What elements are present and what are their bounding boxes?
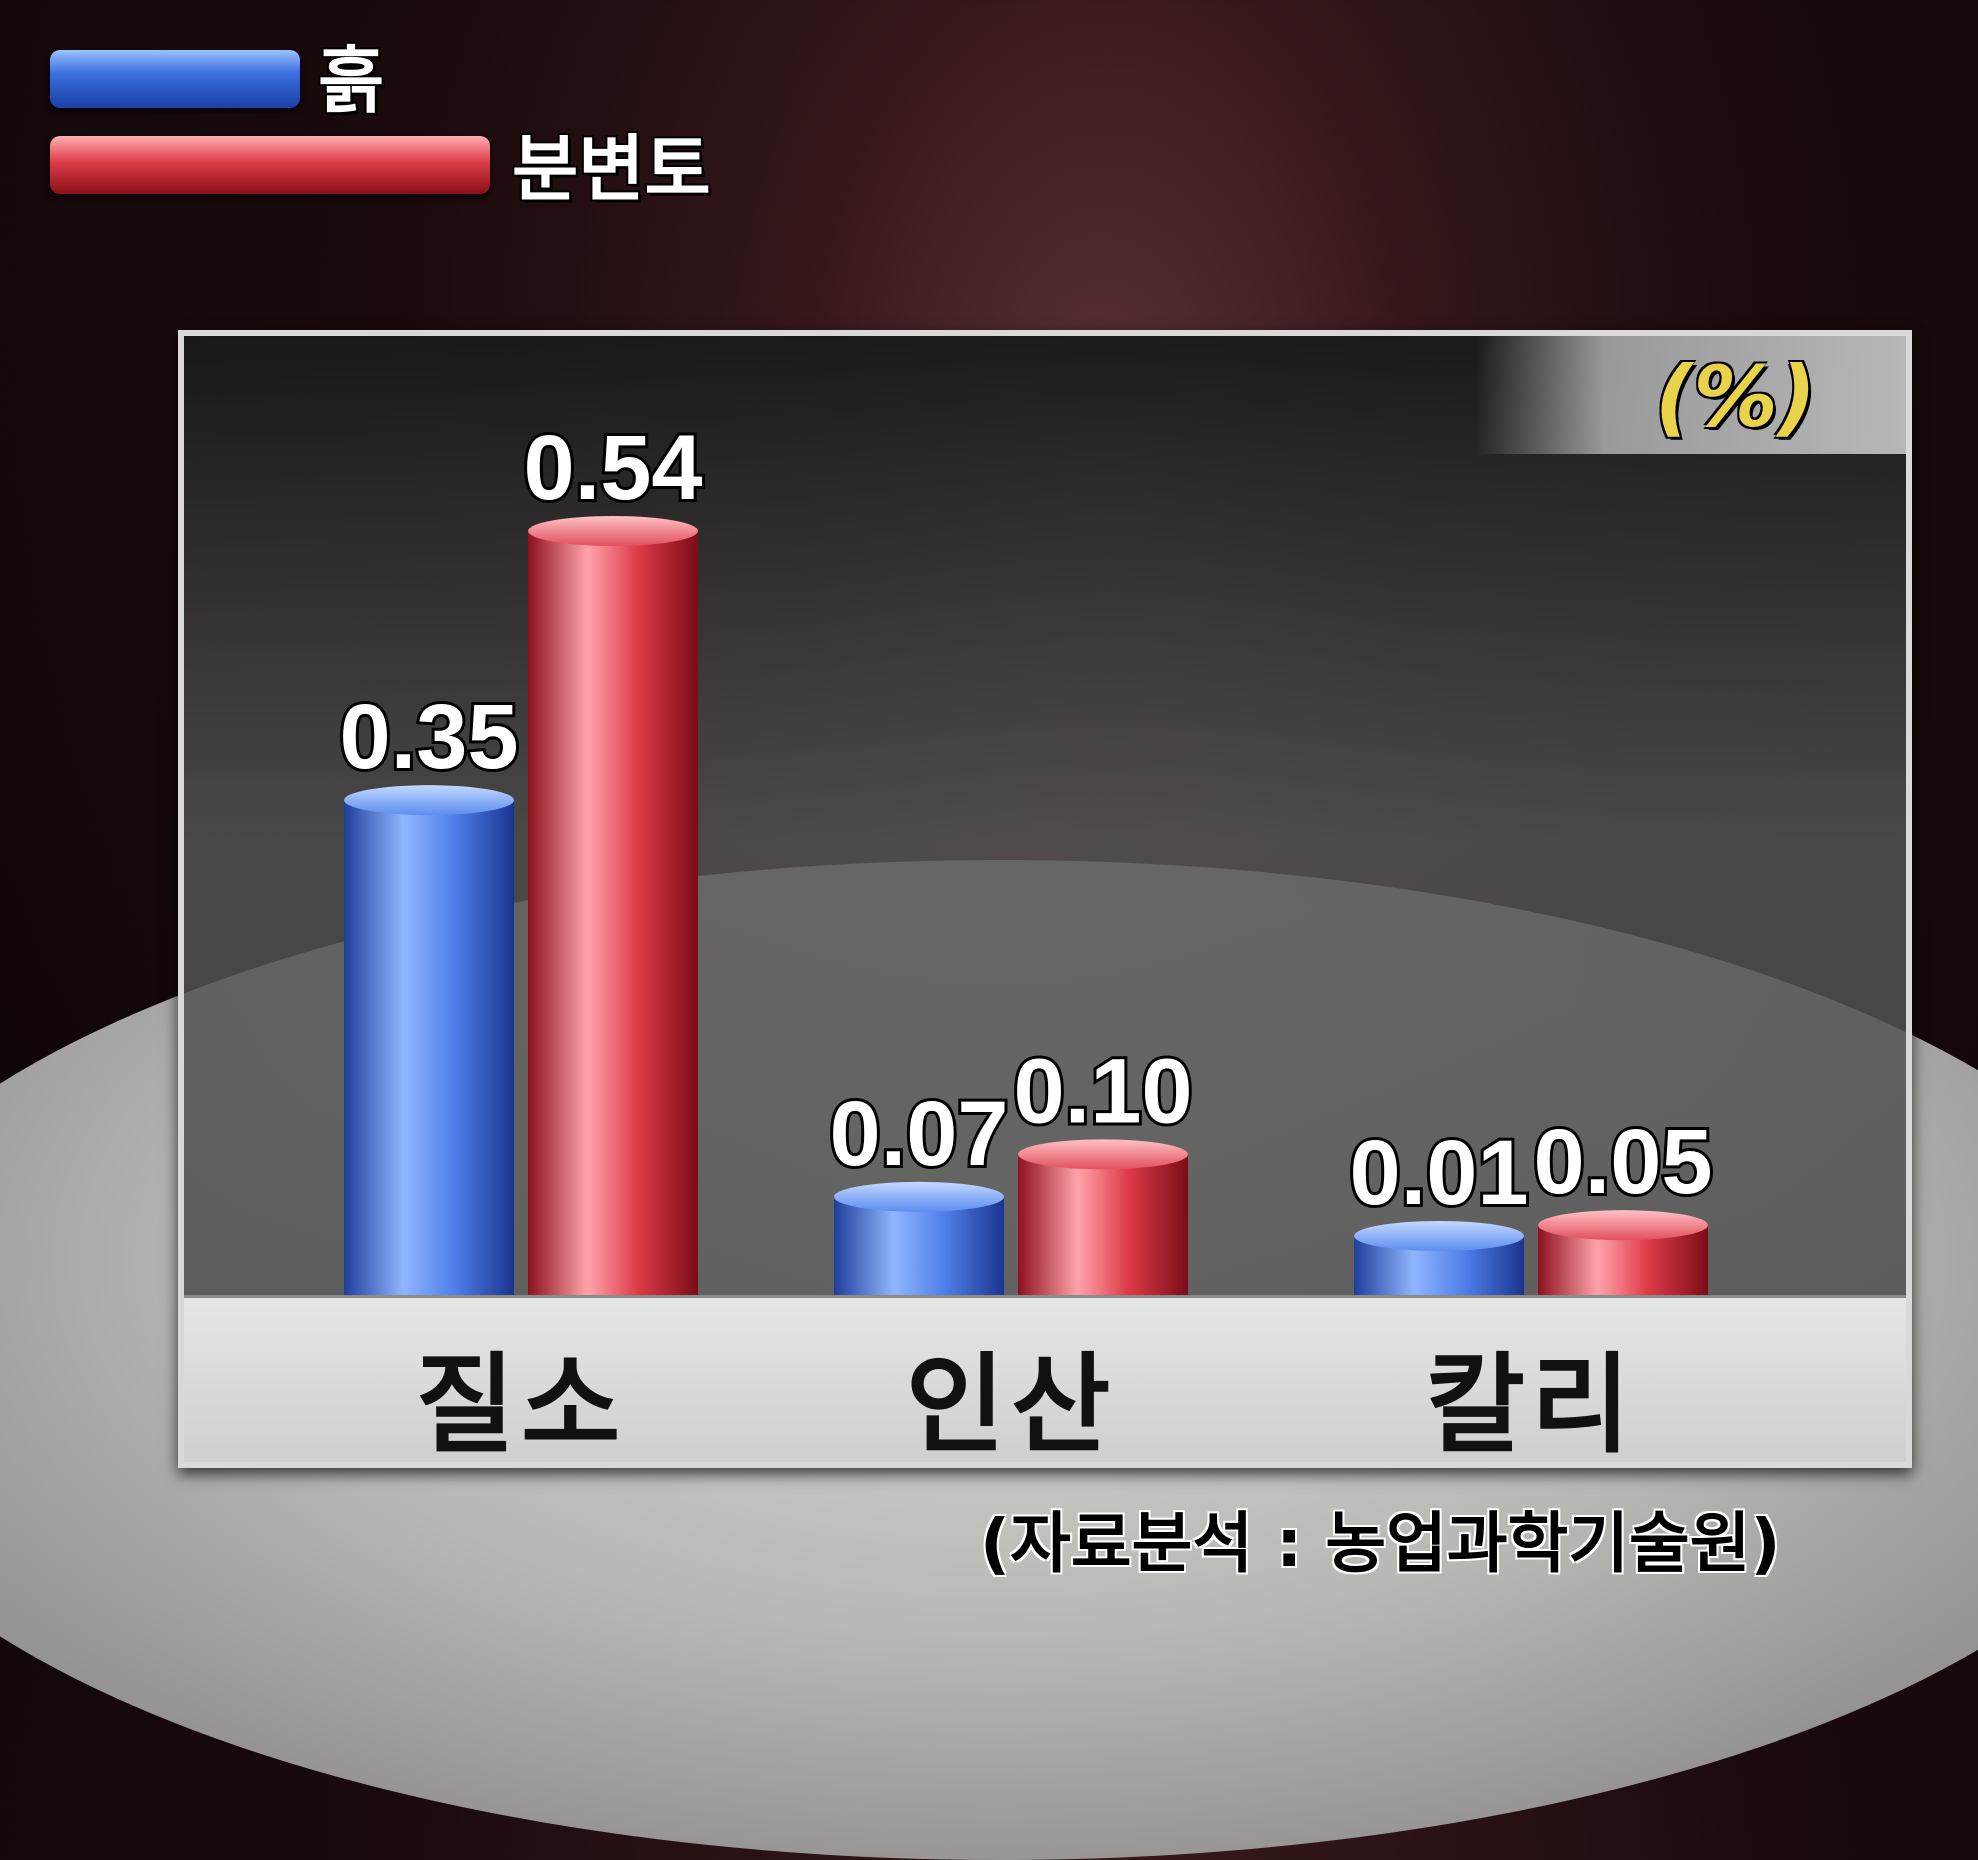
bar-soil-potash: 0.01 (1346, 1119, 1532, 1296)
bar-body (344, 800, 514, 1296)
value-label-vermicompost-potash: 0.05 (1533, 1111, 1712, 1213)
bar-cap (1354, 1221, 1524, 1251)
bar-soil-phosphate: 0.07 (826, 1080, 1012, 1296)
bar-body (1018, 1154, 1188, 1296)
category-label-phosphate: 인산 (905, 1343, 1117, 1468)
source-note: (자료분석 : 농업과학기술원) (980, 1505, 1781, 1582)
category-label-nitrogen: 질소 (415, 1343, 627, 1468)
bar-cap (1018, 1139, 1188, 1170)
legend-label-soil: 흙 (318, 39, 385, 123)
bar-vermicompost-potash: 0.05 (1530, 1108, 1716, 1296)
bar-cap (1538, 1210, 1708, 1241)
legend-swatch-soil (50, 50, 300, 108)
value-label-soil-phosphate: 0.07 (829, 1083, 1008, 1185)
bar-vermicompost-phosphate: 0.10 (1010, 1037, 1196, 1296)
value-label-soil-nitrogen: 0.35 (339, 686, 518, 788)
category-strip: 질소 인산 칼리 (184, 1295, 1906, 1468)
bar-vermicompost-nitrogen: 0.54 (520, 414, 706, 1296)
chart-panel: (%) 0.35 0.54 0.07 0. (178, 330, 1912, 1468)
unit-label: (%) (1655, 348, 1816, 446)
bar-cap (528, 516, 698, 546)
bar-cap (344, 785, 514, 816)
bar-soil-nitrogen: 0.35 (336, 683, 522, 1296)
bar-body (834, 1196, 1004, 1296)
value-label-vermicompost-nitrogen: 0.54 (523, 417, 702, 519)
bar-plot: 0.35 0.54 0.07 0.10 0.01 0.05 (336, 414, 1716, 1296)
bar-cap (834, 1181, 1004, 1212)
legend-swatch-vermicompost (50, 136, 490, 194)
value-label-soil-potash: 0.01 (1349, 1122, 1528, 1224)
value-label-vermicompost-phosphate: 0.10 (1013, 1040, 1192, 1142)
category-label-potash: 칼리 (1425, 1343, 1637, 1468)
bar-body (528, 531, 698, 1296)
legend-label-vermicompost: 분변토 (512, 127, 711, 211)
unit-box: (%) (1476, 336, 1906, 454)
